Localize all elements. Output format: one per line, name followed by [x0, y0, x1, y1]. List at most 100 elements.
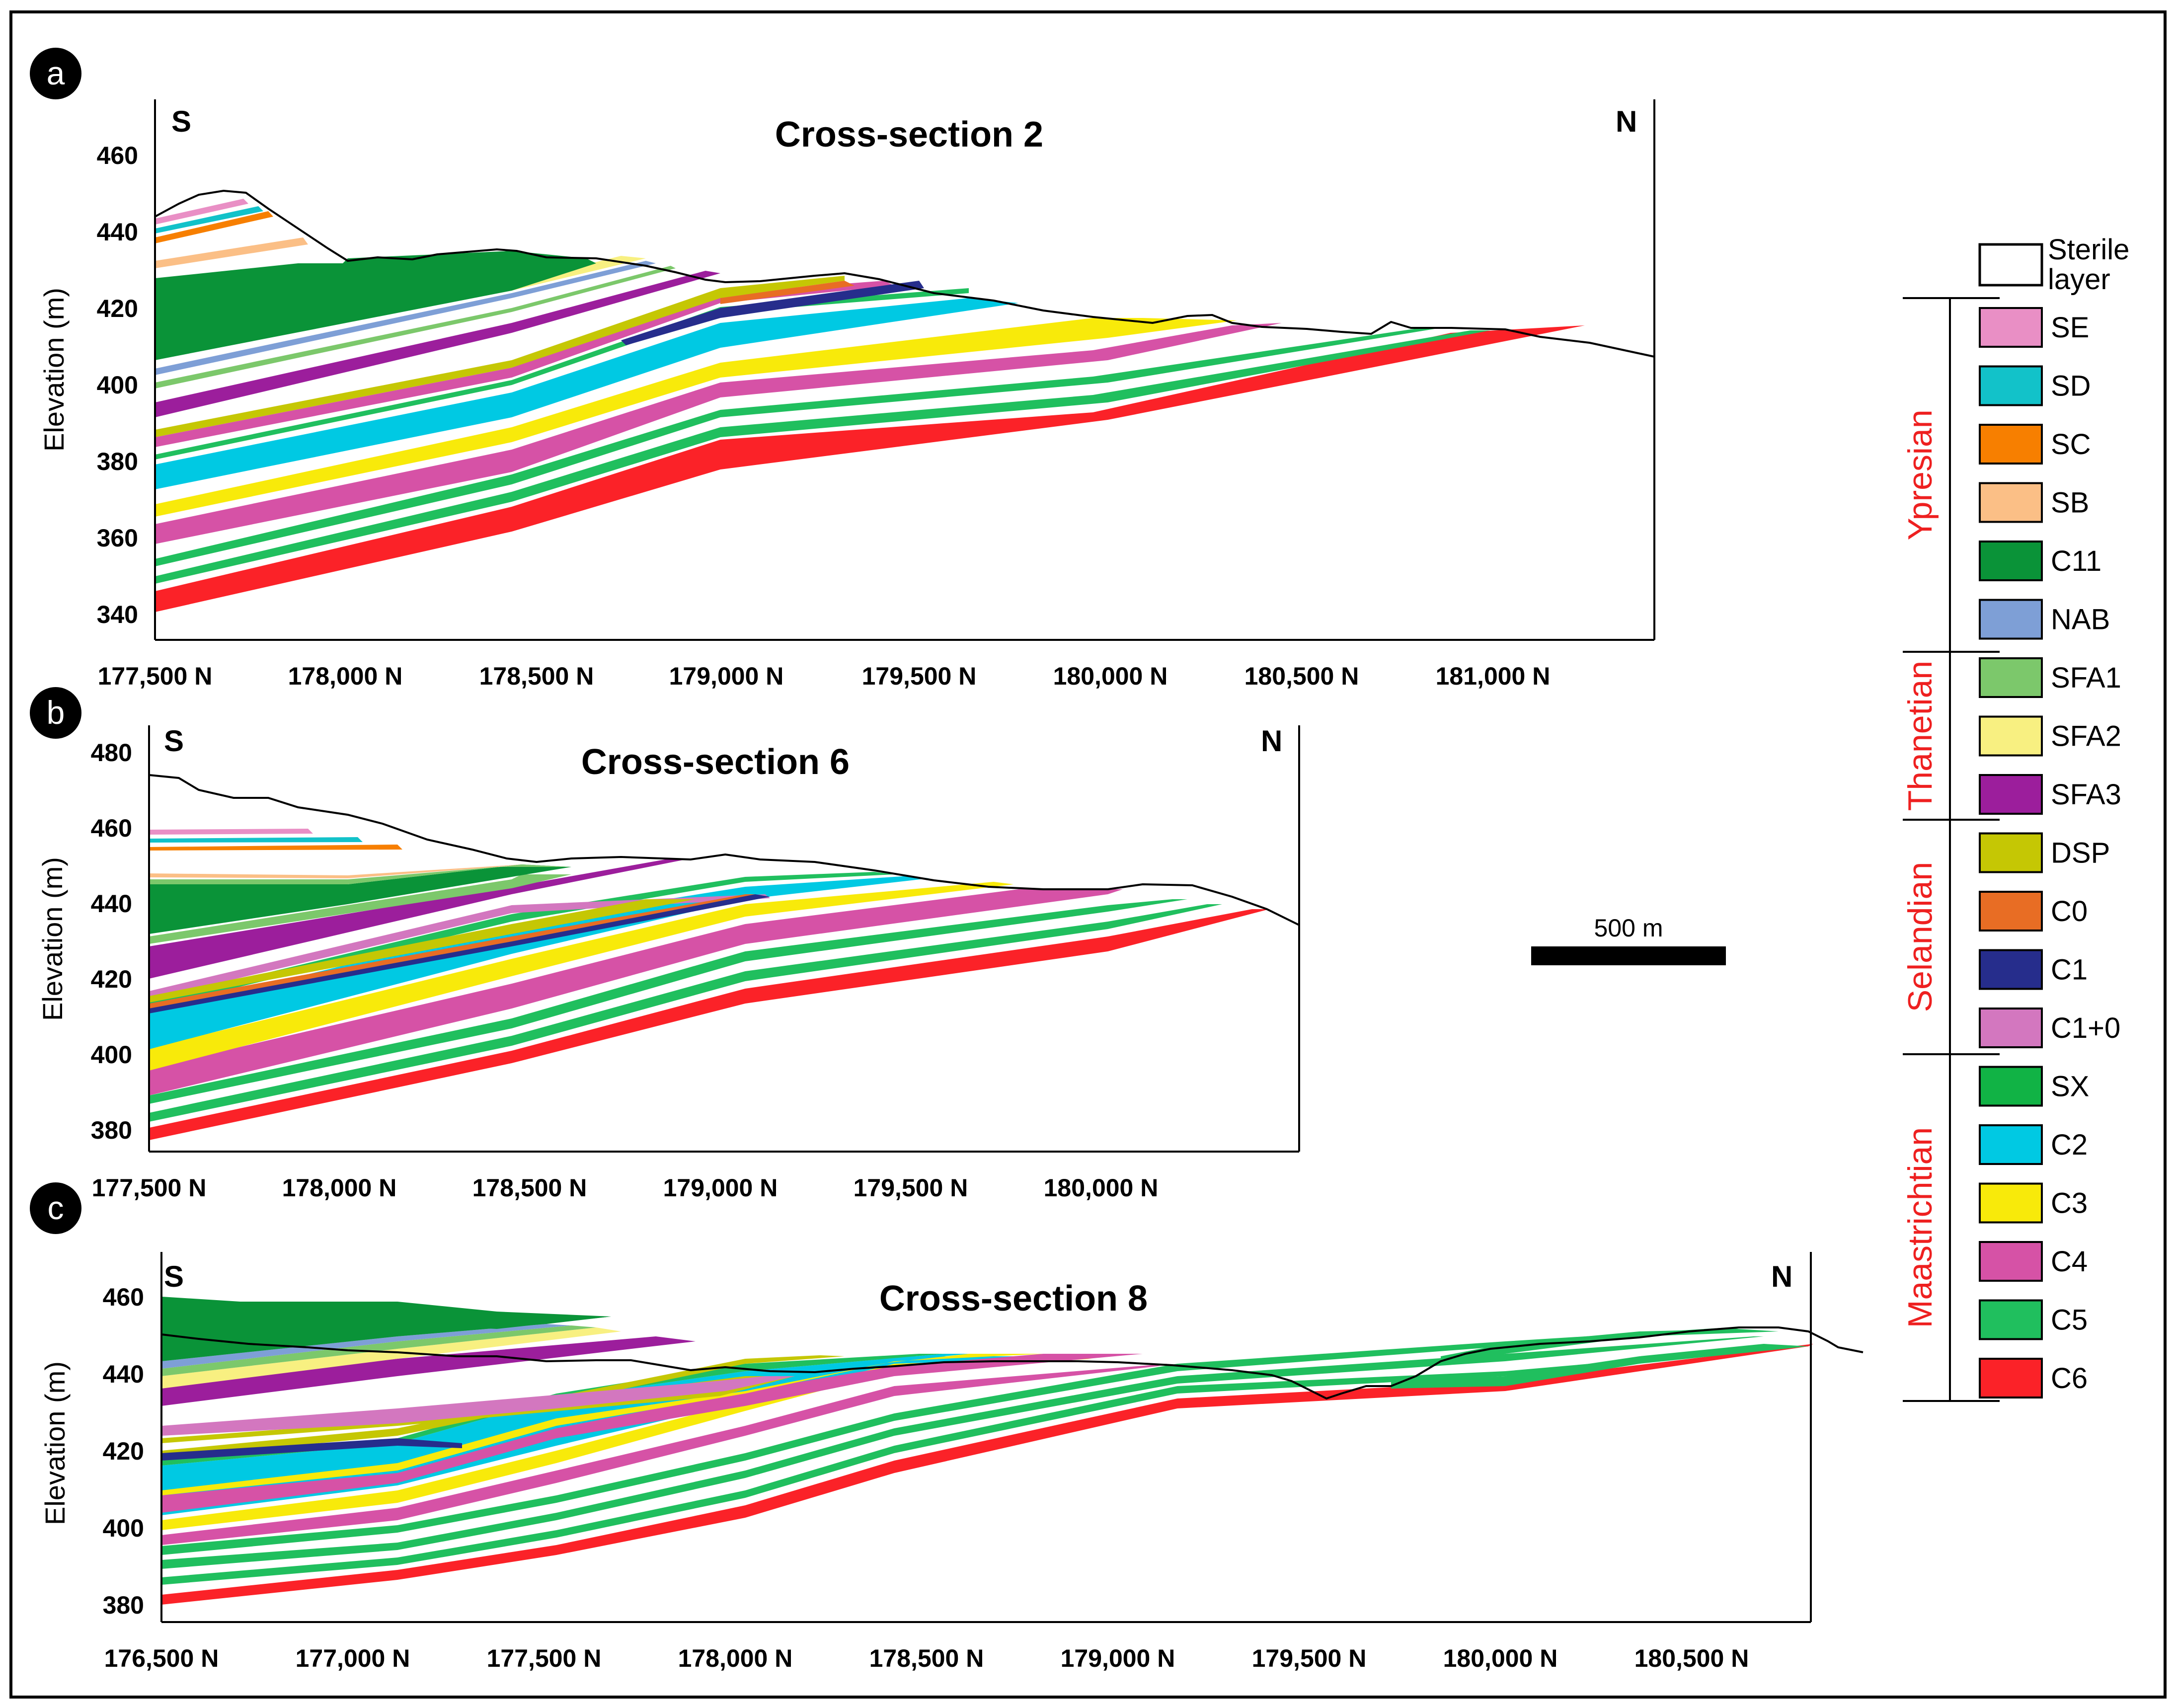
layer-c5-c [161, 1327, 1739, 1555]
layer-c3 [161, 1359, 1093, 1530]
layer-sfa3 [155, 271, 720, 417]
legend-label-sterile-1: Sterile [2048, 233, 2129, 266]
layer-sx [155, 288, 969, 460]
legend-label-sterile-2: layer [2048, 263, 2110, 296]
layer-c5-north [1391, 1344, 1808, 1389]
scale-bar: 500 m [1531, 914, 1726, 965]
stage-ypresian: Ypresian [1901, 409, 1939, 540]
layer-sc [155, 211, 273, 243]
layer-sfa1 [149, 874, 571, 944]
layer-sb [149, 864, 522, 878]
legend-label-c3: C3 [2051, 1187, 2088, 1220]
layer-sb [155, 237, 308, 268]
legend-label-sfa1: SFA1 [2051, 662, 2121, 694]
xtick: 179,500 N [1252, 1644, 1367, 1672]
xtick: 178,500 N [479, 662, 594, 690]
layer-c1 [621, 281, 924, 345]
legend-label-sb: SB [2051, 487, 2089, 519]
xtick: 178,500 N [869, 1644, 984, 1672]
panel-c-north-label: N [1771, 1260, 1792, 1293]
ytick: 400 [97, 371, 138, 399]
xtick: 179,000 N [669, 662, 784, 690]
layer-c6 [161, 1344, 1813, 1605]
legend-label-sfa2: SFA2 [2051, 720, 2121, 753]
ytick: 460 [103, 1283, 144, 1311]
panel-a-x-ticks: 177,500 N 178,000 N 178,500 N 179,000 N … [98, 662, 1551, 690]
panel-a-north-label: N [1616, 105, 1637, 138]
ytick: 380 [91, 1116, 132, 1144]
xtick: 180,000 N [1053, 662, 1168, 690]
xtick: 176,500 N [104, 1644, 219, 1672]
panel-a-letter: a [47, 55, 65, 91]
panel-b-layers [149, 829, 1269, 1140]
legend-swatch-c2 [1979, 1124, 2043, 1165]
legend: Sterile layer SE SD SC SB C11 NAB SFA1 SFA2 SFA3… [1901, 233, 2129, 1402]
legend-label-c4: C4 [2051, 1245, 2088, 1278]
xtick: 178,000 N [678, 1644, 793, 1672]
panel-a-ylabel: Elevation (m) [38, 288, 70, 452]
panel-c-badge [30, 1182, 81, 1234]
legend-items: SE SD SC SB C11 NAB SFA1 SFA2 SFA3 DSP C0 C1 C1+0 SX C… [1979, 307, 2121, 1398]
layer-dsp [155, 276, 845, 437]
ytick: 400 [103, 1514, 144, 1542]
ytick: 440 [91, 890, 132, 918]
ytick: 380 [97, 448, 138, 475]
layer-c2 [155, 298, 1018, 489]
legend-label-sc: SC [2051, 428, 2091, 461]
xtick: 179,500 N [862, 662, 977, 690]
xtick: 178,000 N [288, 662, 403, 690]
layer-sfa2 [161, 1327, 621, 1389]
panel-c-ylabel: Elevation (m) [39, 1361, 71, 1525]
stage-thanetian: Thanetian [1901, 661, 1939, 811]
legend-label-c11: C11 [2051, 545, 2101, 577]
legend-label-c1-0: C1+0 [2051, 1012, 2120, 1044]
layer-c6 [149, 909, 1269, 1140]
ytick: 420 [97, 295, 138, 322]
layer-sc [149, 845, 402, 851]
layer-nab [161, 1324, 571, 1369]
legend-label-c1: C1 [2051, 954, 2088, 986]
legend-swatch-se [1979, 307, 2043, 348]
layer-c11-top [161, 1297, 611, 1329]
xtick: 178,000 N [282, 1174, 397, 1202]
xtick: 177,500 N [487, 1644, 602, 1672]
layer-c1 [161, 1438, 462, 1461]
stage-selandian: Selandian [1901, 862, 1939, 1012]
xtick: 178,500 N [472, 1174, 587, 1202]
ytick: 460 [97, 142, 138, 169]
panel-a-y-ticks: 340 360 380 400 420 440 460 [97, 142, 138, 628]
legend-label-c0: C0 [2051, 895, 2088, 928]
legend-swatch-sd [1979, 365, 2043, 406]
layer-c11 [149, 864, 571, 934]
panel-c: 380 400 420 440 460 Elevation (m) 176,50… [30, 1182, 1864, 1672]
panel-c-south-label: S [164, 1260, 184, 1293]
legend-swatch-sfa3 [1979, 774, 2043, 815]
ytick: 420 [91, 965, 132, 993]
legend-swatch-c11 [1979, 541, 2043, 581]
layer-c0 [720, 281, 855, 304]
ytick: 400 [91, 1041, 132, 1069]
legend-label-sd: SD [2051, 370, 2091, 402]
legend-label-c5: C5 [2051, 1304, 2088, 1336]
legend-swatch-c1-0 [1979, 1008, 2043, 1048]
panel-c-title: Cross-section 8 [879, 1279, 1148, 1319]
panel-b-y-ticks: 380 400 420 440 460 480 [91, 739, 132, 1144]
panel-c-layers [161, 1297, 1813, 1605]
panel-c-y-ticks: 380 400 420 440 460 [103, 1283, 144, 1619]
panel-a: 340 360 380 400 420 440 460 Elevation (m… [30, 48, 1655, 690]
panel-b-ylabel: Elevation (m) [37, 857, 68, 1021]
legend-label-nab: NAB [2051, 604, 2110, 636]
scale-bar-label: 500 m [1594, 914, 1663, 942]
ytick: 340 [97, 601, 138, 628]
panel-c-x-ticks: 176,500 N 177,000 N 177,500 N 178,000 N … [104, 1644, 1749, 1672]
panel-b-x-ticks: 177,500 N 178,000 N 178,500 N 179,000 N … [92, 1174, 1159, 1202]
legend-swatch-sterile [1978, 243, 2043, 287]
panel-c-letter: c [48, 1189, 64, 1226]
ytick: 480 [91, 739, 132, 767]
panel-b-letter: b [47, 694, 65, 731]
xtick: 179,000 N [1061, 1644, 1175, 1672]
xtick: 180,500 N [1244, 662, 1359, 690]
ytick: 360 [97, 524, 138, 552]
legend-swatch-c5 [1979, 1299, 2043, 1340]
